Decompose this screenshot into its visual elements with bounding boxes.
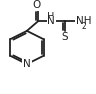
Text: N: N: [23, 59, 31, 69]
Text: N: N: [47, 16, 55, 27]
Text: O: O: [32, 0, 40, 10]
Text: 2: 2: [81, 22, 86, 31]
Text: S: S: [61, 32, 68, 42]
Text: H: H: [48, 12, 55, 22]
Text: NH: NH: [76, 16, 91, 26]
